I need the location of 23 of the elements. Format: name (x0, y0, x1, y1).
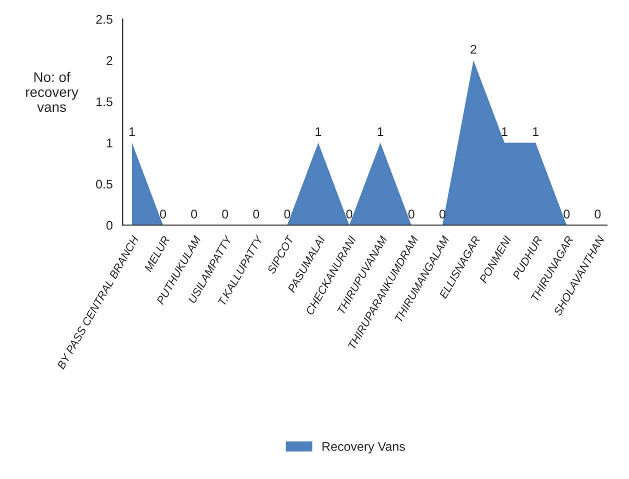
y-tick-label: 2.5 (96, 14, 112, 24)
data-label: 0 (160, 210, 166, 218)
data-label: 0 (284, 210, 290, 218)
data-label: 1 (316, 127, 322, 136)
data-label: 1 (129, 127, 135, 136)
legend-label: Recovery Vans (322, 442, 405, 454)
data-label: 1 (502, 127, 508, 136)
data-label: 0 (191, 210, 198, 218)
data-label: 2 (470, 44, 476, 54)
data-label: 0 (346, 210, 352, 218)
y-tick-label: 0 (106, 220, 112, 230)
y-tick-label: 2 (106, 56, 112, 65)
data-label: 0 (253, 210, 260, 218)
y-tick-label: 0.5 (96, 180, 112, 189)
data-label: 0 (408, 210, 414, 218)
data-label: 1 (378, 127, 384, 136)
data-label: 0 (564, 210, 570, 218)
y-tick-label: 1 (106, 138, 112, 148)
y-tick-label: 1.5 (96, 97, 112, 106)
data-label: 1 (533, 127, 538, 136)
y-axis-title: No: of recovery vans (26, 72, 78, 112)
data-label: 0 (594, 210, 601, 218)
data-label: 0 (222, 210, 228, 218)
